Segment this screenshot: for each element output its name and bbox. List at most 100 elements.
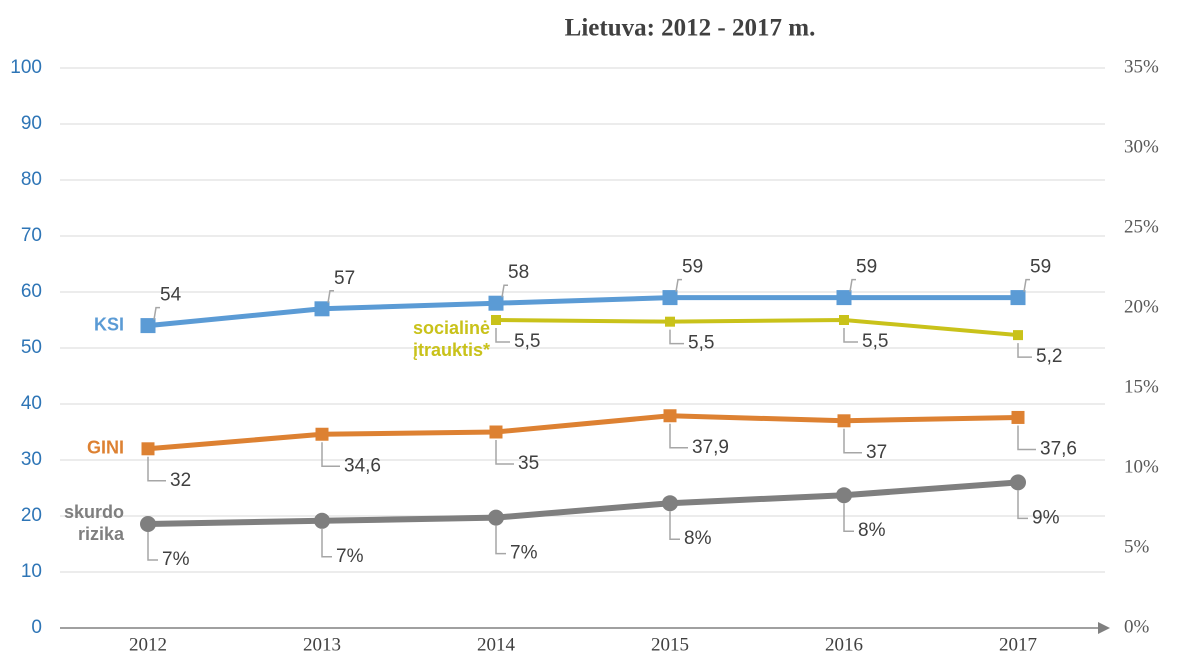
y2-tick-label: 35% [1124, 56, 1159, 77]
data-label: 35 [518, 453, 539, 474]
series-name: KSI [94, 314, 124, 334]
data-label: 5,5 [688, 333, 714, 354]
marker [837, 414, 851, 428]
leader-line [327, 290, 334, 303]
chart-title: Lietuva: 2012 - 2017 m. [565, 15, 816, 42]
leader-line [153, 306, 160, 320]
data-label: 34,6 [344, 455, 381, 476]
x-tick-label: 2014 [477, 634, 516, 655]
y2-tick-label: 20% [1124, 296, 1159, 317]
data-label: 5,5 [514, 331, 540, 352]
series-name: skurdo rizika [64, 502, 125, 544]
data-label: 37 [866, 442, 887, 463]
leader-line [147, 532, 158, 561]
series-name: socialinė įtrauktis* [413, 318, 490, 360]
y2-tick-label: 15% [1124, 376, 1159, 397]
data-label: 59 [1030, 257, 1051, 278]
y-tick-label: 0 [31, 617, 42, 638]
series-name: GINI [87, 438, 124, 458]
marker [663, 409, 677, 423]
leader-line [1017, 343, 1032, 358]
marker [489, 425, 503, 439]
y-tick-label: 80 [21, 169, 42, 190]
leader-line [495, 328, 510, 343]
marker [1013, 330, 1023, 341]
data-label: 7% [336, 546, 364, 567]
leader-line [1023, 278, 1030, 292]
series-line [495, 318, 1019, 338]
y2-tick-label: 10% [1124, 456, 1159, 477]
leader-line [321, 442, 340, 467]
marker [836, 290, 852, 306]
leader-line [147, 456, 166, 482]
data-label: 7% [162, 549, 190, 570]
y2-tick-label: 30% [1124, 136, 1159, 157]
leader-line [321, 528, 332, 558]
marker [839, 315, 849, 325]
leader-line [1017, 490, 1028, 520]
x-axis-arrow [1098, 622, 1110, 634]
leader-line [669, 329, 684, 345]
data-label: 58 [508, 262, 529, 283]
x-tick-label: 2012 [129, 634, 167, 655]
data-label: 9% [1032, 507, 1060, 528]
series-line [147, 413, 1019, 452]
data-label: 5,2 [1036, 346, 1062, 367]
leader-line [495, 440, 514, 465]
marker [662, 290, 678, 306]
data-label: 59 [682, 257, 703, 278]
marker [662, 495, 678, 512]
x-tick-label: 2013 [303, 634, 341, 655]
y-tick-label: 60 [21, 281, 42, 302]
marker [491, 315, 501, 325]
data-label: 37,6 [1040, 438, 1077, 459]
marker [314, 301, 330, 317]
series-line [147, 479, 1019, 527]
marker [140, 516, 156, 532]
marker [140, 318, 156, 334]
y-tick-label: 50 [21, 337, 42, 358]
y-tick-label: 20 [21, 505, 42, 526]
marker [1011, 410, 1025, 424]
leader-line [843, 428, 862, 454]
marker [1010, 474, 1026, 491]
leader-line [843, 328, 858, 343]
y-tick-label: 100 [10, 57, 42, 78]
data-label: 57 [334, 268, 355, 289]
marker [836, 487, 852, 504]
data-label: 5,5 [862, 331, 888, 352]
data-label: 59 [856, 257, 877, 278]
data-label: 7% [510, 543, 538, 564]
marker [665, 316, 675, 327]
leader-line [843, 503, 854, 532]
leader-line [849, 278, 856, 292]
y2-tick-label: 25% [1124, 216, 1159, 237]
y2-tick-label: 5% [1124, 536, 1150, 557]
y-tick-label: 30 [21, 449, 42, 470]
leader-line [501, 284, 508, 298]
data-label: 54 [160, 285, 182, 306]
marker [1010, 290, 1026, 306]
marker [141, 442, 155, 456]
y-tick-label: 90 [21, 113, 42, 134]
y2-tick-label: 0% [1124, 616, 1150, 637]
leader-line [675, 278, 682, 292]
x-tick-label: 2017 [999, 634, 1037, 655]
leader-line [669, 423, 688, 449]
x-tick-label: 2016 [825, 634, 863, 655]
y-tick-label: 10 [21, 561, 42, 582]
data-label: 37,9 [692, 437, 729, 458]
marker [488, 295, 504, 311]
series-line [147, 295, 1018, 329]
data-label: 8% [858, 520, 886, 541]
y-tick-label: 40 [21, 393, 42, 414]
x-tick-label: 2015 [651, 634, 689, 655]
leader-line [669, 511, 680, 540]
y-tick-label: 70 [21, 225, 42, 246]
marker [488, 509, 504, 526]
data-label: 32 [170, 470, 191, 491]
leader-line [1017, 425, 1036, 451]
marker [314, 512, 330, 529]
data-label: 8% [684, 528, 712, 549]
marker [315, 427, 329, 441]
